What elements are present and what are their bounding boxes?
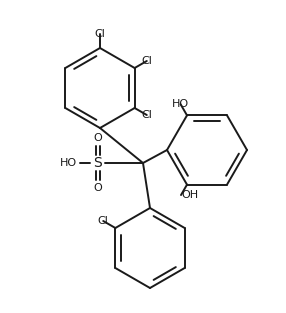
Text: OH: OH <box>181 190 198 200</box>
Text: O: O <box>94 133 102 143</box>
Text: O: O <box>94 183 102 193</box>
Text: Cl: Cl <box>95 29 106 39</box>
Text: S: S <box>94 156 102 170</box>
Text: HO: HO <box>59 158 77 168</box>
Text: Cl: Cl <box>141 110 152 120</box>
Text: Cl: Cl <box>141 56 152 66</box>
Text: HO: HO <box>172 99 189 109</box>
Text: Cl: Cl <box>98 216 109 226</box>
